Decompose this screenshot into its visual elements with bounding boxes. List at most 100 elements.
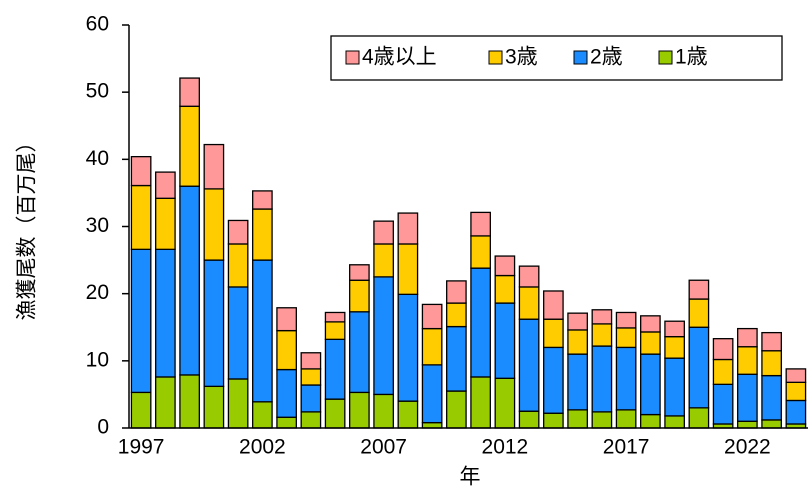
bar: [324, 321, 346, 340]
bar: [518, 410, 540, 429]
legend-swatch: [488, 50, 503, 65]
x-tick-label: 2012: [482, 436, 529, 459]
bar: [640, 353, 661, 416]
bar: [421, 364, 443, 424]
bar: [155, 197, 176, 250]
bar: [761, 350, 782, 377]
bar: [300, 384, 322, 413]
bar: [252, 190, 273, 210]
bar: [155, 171, 176, 199]
bar: [203, 188, 225, 261]
bar: [615, 311, 637, 329]
bar: [494, 255, 516, 277]
y-tick-label: 40: [86, 147, 109, 170]
bar: [737, 373, 758, 422]
bar: [737, 420, 758, 429]
bar: [130, 184, 152, 250]
bar: [179, 185, 200, 376]
bar: [373, 220, 394, 245]
bar: [300, 368, 322, 386]
bar: [227, 378, 249, 429]
bar: [179, 105, 200, 187]
bar: [470, 267, 491, 378]
bar: [494, 377, 516, 429]
bar: [397, 212, 419, 245]
bar: [324, 398, 346, 429]
y-tick-label: 0: [97, 416, 109, 439]
legend-swatch: [345, 50, 360, 65]
bar: [640, 331, 661, 355]
bar: [179, 374, 200, 429]
bar: [737, 346, 758, 375]
bar: [373, 393, 394, 429]
x-axis-title: 年: [460, 466, 481, 489]
bar: [664, 336, 685, 359]
bar: [421, 421, 443, 429]
bar: [276, 329, 297, 371]
bar: [664, 320, 685, 338]
bar: [494, 302, 516, 379]
y-tick-label: 60: [86, 13, 109, 36]
bar: [203, 385, 225, 429]
legend-label: 4歳以上: [362, 46, 437, 69]
legend-label: 3歳: [505, 46, 538, 69]
bar: [227, 243, 249, 288]
bar: [227, 219, 249, 245]
y-tick-label: 50: [86, 80, 109, 103]
x-tick-label: 2002: [239, 436, 286, 459]
legend-box: [330, 35, 783, 81]
bar: [446, 390, 467, 429]
bar: [761, 374, 782, 421]
bar: [373, 276, 394, 396]
bar: [470, 235, 491, 269]
bar: [785, 399, 807, 425]
bar: [446, 325, 467, 392]
bar: [421, 327, 443, 366]
bar: [591, 309, 613, 325]
legend-swatch: [658, 50, 673, 65]
bar: [349, 391, 370, 429]
y-tick-label: 30: [86, 214, 109, 237]
bar: [324, 311, 346, 323]
bar: [397, 293, 419, 402]
bar: [227, 286, 249, 380]
bar: [252, 401, 273, 429]
bar: [567, 329, 588, 355]
bar: [518, 265, 540, 288]
x-tick-label: 1997: [118, 436, 165, 459]
bar: [397, 400, 419, 429]
x-tick-label: 2022: [724, 436, 771, 459]
bar: [518, 318, 540, 412]
bar: [446, 280, 467, 304]
legend-label: 2歳: [590, 46, 623, 69]
bar: [712, 358, 734, 385]
bar: [252, 208, 273, 261]
bar: [591, 345, 613, 413]
y-tick-label: 20: [86, 281, 109, 304]
bar: [591, 411, 613, 429]
bar: [179, 77, 200, 107]
bar: [640, 315, 661, 333]
bar: [567, 312, 588, 331]
bar: [130, 248, 152, 394]
bar: [397, 243, 419, 295]
bar: [494, 274, 516, 304]
bar: [203, 259, 225, 388]
bar: [664, 357, 685, 417]
bar: [737, 327, 758, 348]
bar: [470, 211, 491, 237]
bar: [712, 383, 734, 425]
bar: [591, 323, 613, 347]
bar: [276, 416, 297, 429]
bar: [349, 264, 370, 281]
bar: [761, 331, 782, 352]
bar: [203, 143, 225, 190]
bar: [615, 346, 637, 411]
bar: [373, 243, 394, 278]
bar: [349, 311, 370, 394]
x-tick-label: 2007: [360, 436, 407, 459]
bar: [543, 290, 564, 320]
bar: [567, 353, 588, 411]
bar: [276, 307, 297, 332]
bar: [300, 352, 322, 370]
